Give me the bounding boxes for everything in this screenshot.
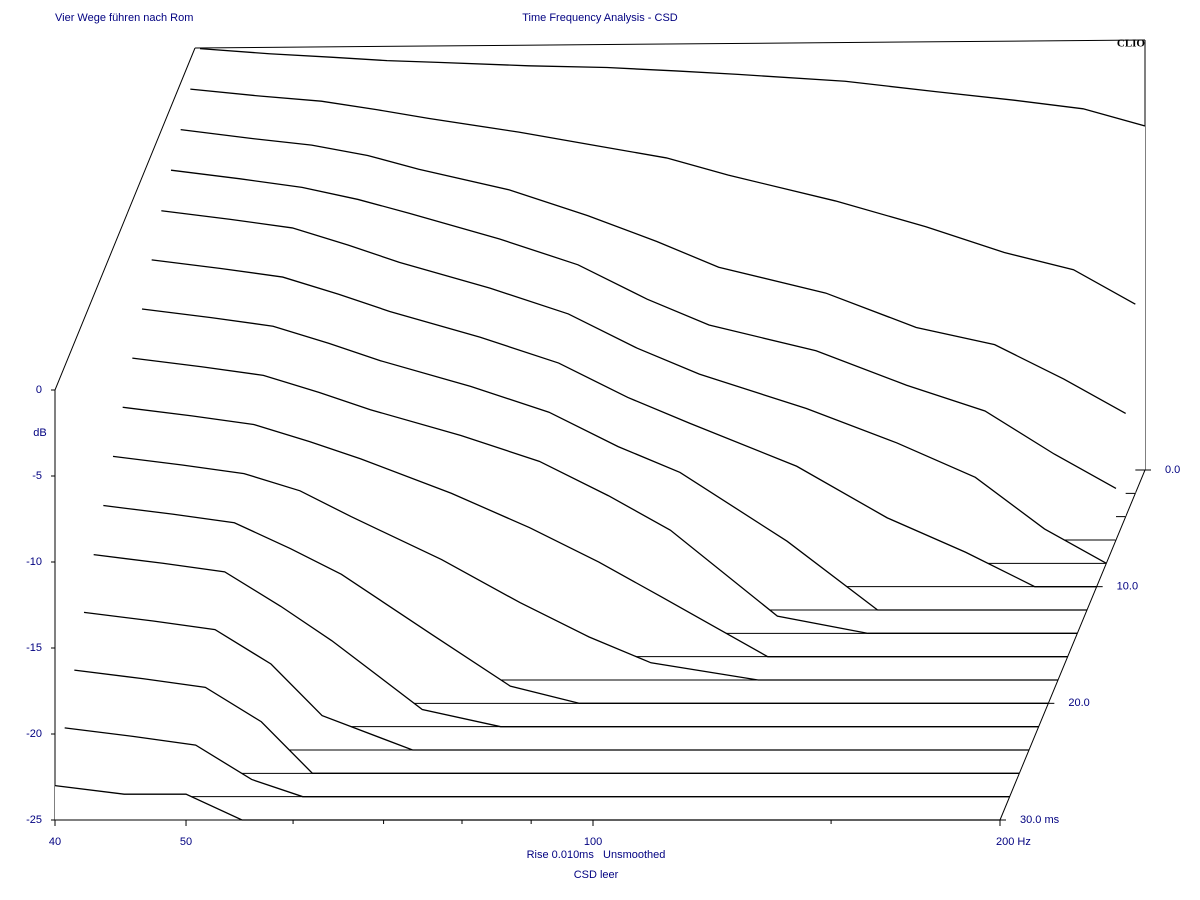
y-tick-label: -5	[32, 470, 42, 482]
y-tick-label: -15	[26, 642, 42, 654]
slice-line	[161, 210, 1107, 564]
axis-line	[999, 469, 1146, 821]
footer-caption: CSD leer	[574, 869, 619, 881]
y-tick-label: -20	[26, 728, 42, 740]
z-tick-label: 10.0	[1117, 581, 1138, 593]
slice-line	[170, 169, 1117, 489]
footer-note: Rise 0.010ms Unsmoothed	[527, 849, 666, 861]
x-tick-label: 40	[49, 836, 61, 848]
chart-title: Time Frequency Analysis - CSD	[522, 12, 678, 24]
y-axis-label: dB	[33, 427, 46, 439]
slice-fill	[93, 554, 1039, 727]
y-tick-label: -25	[26, 814, 42, 826]
slice-line	[180, 129, 1126, 415]
x-tick-label: 200 Hz	[996, 836, 1031, 848]
z-tick-label: 20.0	[1068, 697, 1089, 709]
chart-subtitle: Vier Wege führen nach Rom	[55, 12, 193, 24]
slice-line	[151, 259, 1097, 588]
slice-fill	[64, 727, 1010, 797]
axis-line	[194, 39, 1146, 49]
slice-fill	[84, 612, 1029, 750]
slices	[54, 47, 1146, 821]
slice-line	[190, 88, 1136, 305]
z-tick-label: 0.0	[1165, 464, 1180, 476]
slice-fill	[55, 785, 1000, 820]
slice-line	[199, 47, 1146, 127]
x-tick-label: 100	[584, 836, 602, 848]
x-tick-label: 50	[180, 836, 192, 848]
brand: CLIO	[1117, 38, 1146, 50]
axis-line	[54, 47, 196, 391]
y-tick-label: 0	[36, 384, 42, 396]
y-tick-label: -10	[26, 556, 42, 568]
z-tick-label: 30.0 ms	[1020, 814, 1060, 826]
